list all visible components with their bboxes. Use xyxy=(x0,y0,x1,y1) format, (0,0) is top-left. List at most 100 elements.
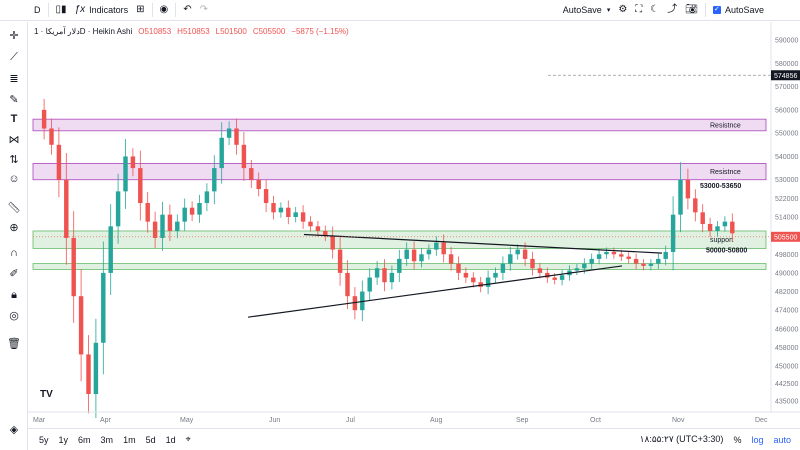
range-button-5d[interactable]: 5d xyxy=(145,434,156,445)
change-value: −5875 (−1.15%) xyxy=(291,27,349,36)
snapshot-button[interactable]: 📷︎ xyxy=(681,0,702,21)
candle-body xyxy=(693,198,698,213)
time-tick-label: Jun xyxy=(269,417,280,424)
candle-body xyxy=(604,251,609,255)
candle-body xyxy=(175,221,180,231)
candle-body xyxy=(86,354,91,395)
zoom-tool[interactable]: ⊕ xyxy=(4,218,24,236)
candle-body xyxy=(730,221,735,234)
emoji-tool[interactable]: ☺ xyxy=(4,170,24,188)
autosave-label: AutoSave xyxy=(562,5,602,15)
candle-body xyxy=(101,272,106,343)
chevron-down-icon: ▾ xyxy=(606,6,611,14)
candle-body xyxy=(471,277,476,283)
zones-layer: Resistnce Resistnce support 53000-53650 5000… xyxy=(32,118,767,270)
crosshair-tool[interactable]: ✛ xyxy=(4,26,24,44)
chart-type-button[interactable]: ▯▮ xyxy=(52,0,71,21)
clock-display[interactable]: ۱۸:۵۵:۲۷ (UTC+3:30) xyxy=(639,434,724,444)
candle-body xyxy=(212,168,217,192)
range-button-1d[interactable]: 1d xyxy=(165,434,176,445)
undo-button[interactable]: ↶ xyxy=(179,0,195,21)
emoji-icon: ☺ xyxy=(8,173,20,185)
timeframe-button[interactable]: D xyxy=(30,0,45,21)
candle-body xyxy=(485,277,491,287)
object-tree-button[interactable]: ◈ xyxy=(4,420,24,438)
stay-drawing-tool[interactable]: ✐ xyxy=(4,264,24,282)
price-tick-label: 540000 xyxy=(775,154,798,161)
fib-tool[interactable]: ≣ xyxy=(4,69,24,87)
candle-body xyxy=(308,221,313,227)
candle-body xyxy=(611,251,617,255)
symbol-title[interactable]: دلار آمریکا · 1D · Heikin Ashi xyxy=(34,27,133,36)
candle-body xyxy=(204,191,210,204)
percent-toggle[interactable]: % xyxy=(733,434,742,445)
hide-tool[interactable]: ◎ xyxy=(4,306,24,324)
candle-body xyxy=(130,156,136,169)
candle-body xyxy=(559,275,565,280)
time-tick-label: May xyxy=(180,417,194,424)
visibility-button[interactable]: ◉ xyxy=(156,0,173,21)
pattern-tool[interactable]: ⋈ xyxy=(4,130,24,148)
candle-body xyxy=(293,212,298,217)
candle-body xyxy=(315,226,321,231)
time-tick-label: Aug xyxy=(430,417,443,424)
price-axis[interactable]: 590000 580000 570000 560000 550000 540000 5300… xyxy=(775,37,798,405)
ruler-tool[interactable]: 📏︎ xyxy=(4,198,24,216)
zone-rect xyxy=(32,163,767,181)
candle-body xyxy=(56,144,62,180)
trash-icon: 🗑︎ xyxy=(7,337,21,350)
layouts-button[interactable]: ⊞ xyxy=(132,0,148,21)
brush-tool[interactable]: ✎ xyxy=(4,90,24,108)
candle-body xyxy=(619,254,624,257)
trendline-tool[interactable]: ⟋ xyxy=(4,48,24,66)
drawing-toolbar: ✛ ⟋ ≣ ✎ T ⋈ ⇅ ☺ 📏︎ ⊕ ∩ ✐ 🔒︎ ◎ 🗑︎ ◈ xyxy=(0,22,28,450)
gear-icon: ⚙ xyxy=(618,4,628,15)
candle-body xyxy=(508,254,513,264)
date-range-button[interactable]: ⌖ xyxy=(181,434,196,445)
price-tick-label: 560000 xyxy=(775,107,798,114)
candle-body xyxy=(411,249,417,262)
price-tick-label: 590000 xyxy=(775,37,798,44)
lock-tool[interactable]: 🔒︎ xyxy=(4,286,24,304)
magnet-tool[interactable]: ∩ xyxy=(4,244,24,262)
time-axis[interactable]: Mar Apr May Jun Jul Aug Sep Oct Nov Dec xyxy=(33,417,768,424)
candle-body xyxy=(478,282,483,287)
price-chart[interactable]: Resistnce Resistnce support 53000-53650 5000… xyxy=(28,22,800,428)
layers-icon: ◈ xyxy=(9,423,19,436)
autosave-toggle[interactable]: ✓ AutoSave xyxy=(709,0,768,21)
divider xyxy=(151,3,153,17)
range-button-3m[interactable]: 3m xyxy=(100,434,114,445)
indicators-button[interactable]: ƒx Indicators xyxy=(71,0,133,21)
tradingview-logo[interactable]: TV xyxy=(36,384,58,402)
candle-body xyxy=(167,214,173,231)
range-button-5y[interactable]: 5y xyxy=(39,434,49,445)
range-button-1m[interactable]: 1m xyxy=(123,434,136,445)
settings-button[interactable]: ⚙ xyxy=(614,0,631,21)
range-button-6m[interactable]: 6m xyxy=(78,434,91,445)
theme-button[interactable]: ☾ xyxy=(646,0,663,21)
candle-body xyxy=(537,268,543,273)
ray-price-label: 574856 xyxy=(774,73,797,80)
price-tick-label: 490000 xyxy=(775,270,798,277)
redo-button[interactable]: ↷ xyxy=(196,0,212,21)
autosave-dropdown[interactable]: AutoSave ▾ xyxy=(559,0,615,21)
auto-toggle[interactable]: auto xyxy=(773,434,791,445)
candle-body xyxy=(123,156,128,192)
candle-body xyxy=(589,258,594,264)
range-button-1y[interactable]: 1y xyxy=(58,434,69,445)
measure-tool[interactable]: ⇅ xyxy=(4,150,24,168)
candle-body xyxy=(197,203,202,215)
candle-body xyxy=(241,144,247,169)
text-tool[interactable]: T xyxy=(4,110,24,128)
divider xyxy=(704,3,706,17)
fullscreen-button[interactable]: ⛶ xyxy=(631,0,646,21)
fullscreen-icon: ⛶ xyxy=(635,4,643,15)
price-tick-label: 482000 xyxy=(775,289,798,296)
share-button[interactable]: ⤴ xyxy=(663,0,681,21)
remove-tool[interactable]: 🗑︎ xyxy=(4,334,24,352)
close-value: C505500 xyxy=(252,27,286,36)
high-value: H510853 xyxy=(177,27,210,36)
log-toggle[interactable]: log xyxy=(751,434,764,445)
candle-body xyxy=(41,109,47,129)
brush-icon: ✎ xyxy=(9,93,19,106)
